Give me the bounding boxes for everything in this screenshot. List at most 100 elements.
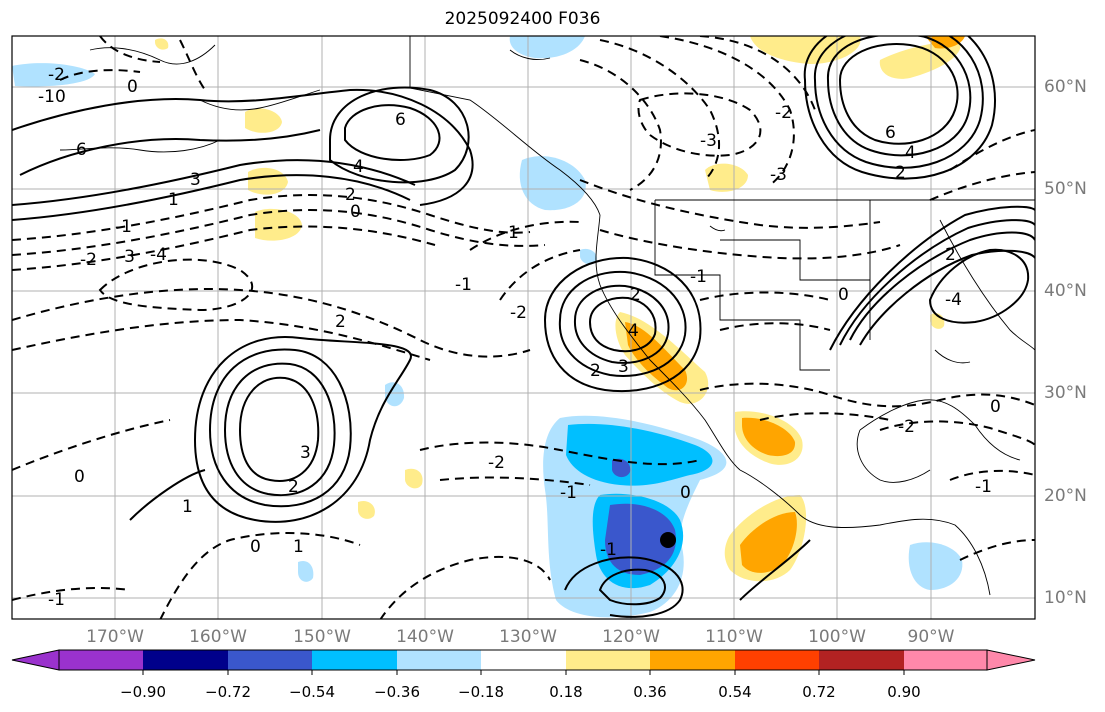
contour-label: 2	[895, 163, 906, 183]
contour-label: 2	[345, 185, 356, 205]
colorbar-tick-label: −0.54	[289, 683, 335, 701]
contour-label: -1	[455, 275, 472, 295]
blue-region-small-2	[298, 560, 314, 582]
colorbar-swatch	[228, 650, 312, 670]
colorbar-swatch	[650, 650, 735, 670]
dashed-contours	[12, 36, 1035, 619]
colorbar-swatch	[143, 650, 228, 670]
contour-label: 0	[680, 483, 691, 503]
blue-region-alaska	[519, 156, 586, 211]
lon-label: 90°W	[907, 627, 955, 647]
colorbar-tick-label: 0.72	[802, 683, 836, 701]
deep-blue-region	[566, 423, 713, 486]
contour-label: -4	[945, 290, 962, 310]
contour-label: 1	[508, 223, 519, 243]
contour-label: 0	[990, 397, 1001, 417]
yellow-region-small-2	[358, 500, 375, 519]
lat-label: 60°N	[1044, 77, 1087, 97]
contour-label: -2	[510, 303, 527, 323]
contour-label: 1	[182, 497, 193, 517]
orange-region-california	[625, 322, 688, 391]
colorbar-swatch	[566, 650, 650, 670]
blue-region-north	[509, 36, 585, 59]
contour-label: 0	[250, 537, 261, 557]
shaded-anomaly-regions	[12, 36, 965, 618]
blue-region-small-1	[385, 382, 405, 407]
yellow-region-mid-pacific-1	[255, 208, 302, 241]
small-blue-spot	[612, 458, 631, 478]
contour-label: 4	[353, 157, 364, 177]
colorbar-swatch	[735, 650, 819, 670]
colorbar-tick-label: 0.36	[633, 683, 667, 701]
colorbar-tick-label: 0.18	[549, 683, 583, 701]
contour-label: 6	[395, 110, 406, 130]
colorbar-swatch	[904, 650, 987, 670]
contour-label: 2	[335, 312, 346, 332]
contour-label: 4	[628, 321, 639, 341]
contour-label: -2	[80, 250, 97, 270]
contour-label: -4	[150, 245, 167, 265]
storm-center-marker	[660, 532, 676, 548]
lat-label: 50°N	[1044, 179, 1087, 199]
lat-label: 30°N	[1044, 383, 1087, 403]
lat-label: 40°N	[1044, 281, 1087, 301]
lon-label: 140°W	[396, 627, 454, 647]
lon-label: 150°W	[293, 627, 351, 647]
contour-label: 2	[590, 361, 601, 381]
yellow-region-mid-pacific-2	[248, 167, 288, 195]
contour-labels: 6 4 3 2 1 0 -2 -3 -4 -1 -10 6 4 2 0 2 1 …	[38, 65, 1001, 610]
colorbar-tick-label: −0.72	[205, 683, 251, 701]
contour-label: -2	[48, 65, 65, 85]
lon-label: 120°W	[602, 627, 660, 647]
contour-label: -1	[560, 483, 577, 503]
colorbar-tick-label: −0.36	[374, 683, 420, 701]
contour-label: -2	[898, 417, 915, 437]
contour-label: -1	[690, 267, 707, 287]
yellow-region-small-4	[155, 38, 169, 50]
contour-label: 0	[127, 77, 138, 97]
colorbar-min-extension	[11, 649, 60, 671]
contour-label: -1	[48, 590, 65, 610]
colorbar-tick-label: 0.90	[887, 683, 921, 701]
colorbar-swatch	[481, 650, 566, 670]
map-background	[12, 36, 1035, 619]
contour-label: 2	[630, 285, 641, 305]
colorbar	[11, 649, 1036, 675]
contour-label: -3	[770, 165, 787, 185]
contour-label: 2	[945, 245, 956, 265]
lat-lon-grid	[12, 36, 1035, 619]
contour-label: 0	[350, 202, 361, 222]
lat-label: 20°N	[1044, 486, 1087, 506]
lon-label: 160°W	[189, 627, 247, 647]
colorbar-swatch	[312, 650, 397, 670]
contour-label: -1	[600, 540, 617, 560]
blue-region-pacific-nw	[12, 63, 95, 87]
yellow-region-small-1	[405, 468, 423, 489]
blue-region-central-america	[908, 542, 963, 590]
yellow-region-gulf	[705, 163, 748, 192]
colorbar-swatch	[397, 650, 481, 670]
contour-label: 6	[76, 140, 87, 160]
contour-label: 4	[905, 143, 916, 163]
orange-region-mexico	[742, 417, 796, 457]
yellow-region-north-2	[879, 41, 961, 79]
lon-label: 170°W	[86, 627, 144, 647]
lon-label: 110°W	[705, 627, 763, 647]
contour-label: 3	[300, 443, 311, 463]
blue-region-small-3	[580, 248, 597, 265]
colorbar-tick-label: 0.54	[718, 683, 752, 701]
colorbar-frame	[58, 649, 988, 671]
contour-label: 2	[288, 477, 299, 497]
plot-title: 2025092400 F036	[444, 9, 601, 29]
lat-label: 10°N	[1044, 588, 1087, 608]
contour-label: 1	[293, 537, 304, 557]
contour-label: -3	[700, 131, 717, 151]
colorbar-tick-label: −0.90	[120, 683, 166, 701]
colorbar-swatch	[819, 650, 904, 670]
contour-label: -2	[775, 103, 792, 123]
orange-region-pacific-south	[740, 512, 797, 573]
solid-contours	[12, 36, 1035, 618]
contour-label: 0	[74, 467, 85, 487]
contour-label: -10	[38, 87, 66, 107]
